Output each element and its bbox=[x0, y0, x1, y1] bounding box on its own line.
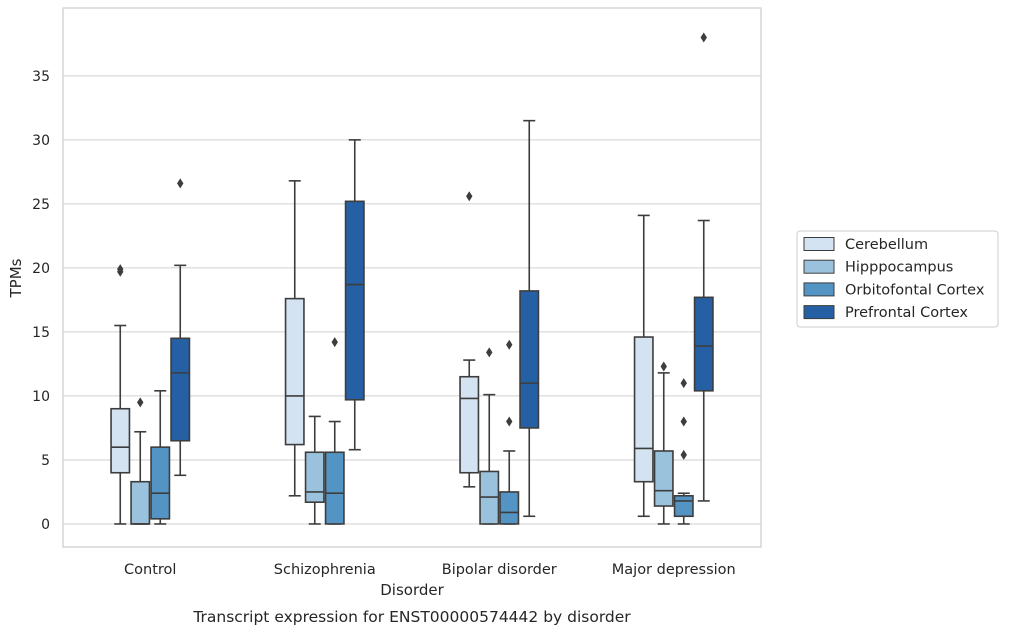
box bbox=[284, 297, 305, 446]
x-tick-label: Major depression bbox=[612, 562, 736, 578]
y-tick-labels: 0 5 10 15 20 25 30 35 bbox=[32, 69, 50, 533]
y-tick-label: 35 bbox=[32, 69, 50, 85]
box-plot bbox=[693, 32, 714, 502]
series-2 bbox=[150, 337, 694, 525]
box-plot bbox=[479, 347, 500, 525]
box bbox=[499, 491, 520, 525]
box-plot bbox=[110, 264, 131, 525]
outlier-point bbox=[680, 416, 687, 427]
box-plot bbox=[344, 139, 365, 451]
box-plot bbox=[170, 178, 191, 477]
series-0 bbox=[110, 180, 654, 525]
box-plot bbox=[519, 119, 540, 518]
box-plot bbox=[324, 337, 345, 525]
box bbox=[673, 494, 694, 518]
y-axis-label: TPMs bbox=[7, 258, 25, 298]
y-tick-label: 25 bbox=[32, 197, 50, 213]
outlier-point bbox=[700, 32, 707, 43]
box-plot bbox=[673, 378, 694, 525]
box bbox=[130, 480, 151, 525]
box bbox=[304, 451, 325, 503]
box bbox=[693, 296, 714, 392]
box-plot bbox=[633, 214, 654, 518]
x-tick-label: Bipolar disorder bbox=[442, 562, 557, 578]
box-plot bbox=[150, 390, 171, 525]
x-tick-label: Control bbox=[124, 562, 176, 578]
box bbox=[519, 290, 540, 429]
y-tick-label: 20 bbox=[32, 261, 50, 277]
outlier-point bbox=[137, 397, 144, 408]
outlier-point bbox=[466, 191, 473, 202]
outlier-point bbox=[506, 416, 513, 427]
legend-label: Cerebellum bbox=[845, 237, 928, 253]
outlier-point bbox=[486, 347, 493, 358]
y-tick-label: 30 bbox=[32, 133, 50, 149]
series-3 bbox=[170, 32, 714, 518]
y-tick-label: 5 bbox=[41, 453, 50, 469]
box bbox=[459, 375, 480, 474]
box-series bbox=[110, 32, 714, 525]
y-tick-label: 10 bbox=[32, 389, 50, 405]
outlier-point bbox=[117, 264, 124, 275]
box-plot bbox=[130, 397, 151, 525]
legend-label: Orbitofontal Cortex bbox=[845, 282, 985, 298]
legend-frame bbox=[796, 230, 999, 328]
outlier-point bbox=[177, 178, 184, 189]
box-plot bbox=[499, 339, 520, 525]
outlier-point bbox=[680, 378, 687, 389]
outlier-point bbox=[506, 339, 513, 350]
legend-swatch bbox=[803, 305, 835, 320]
legend-label: Prefrontal Cortex bbox=[845, 305, 968, 321]
box bbox=[653, 450, 674, 507]
x-tick-label: Schizophrenia bbox=[274, 562, 376, 578]
series-1 bbox=[130, 347, 674, 525]
y-tick-label: 0 bbox=[41, 517, 50, 533]
box-plot bbox=[284, 180, 305, 497]
outlier-point bbox=[680, 449, 687, 460]
outlier-point bbox=[660, 361, 667, 372]
legend-label: Hipppocampus bbox=[845, 260, 953, 276]
box bbox=[110, 407, 131, 474]
box bbox=[344, 200, 365, 401]
box-plot bbox=[459, 191, 480, 488]
legend: Cerebellum Hipppocampus Orbitofontal Corte… bbox=[796, 230, 999, 328]
legend-swatch bbox=[803, 237, 835, 251]
outlier-point bbox=[331, 337, 338, 348]
x-axis-label: Disorder bbox=[380, 581, 444, 599]
box bbox=[324, 451, 345, 525]
legend-swatch bbox=[803, 282, 835, 297]
box bbox=[150, 446, 171, 520]
chart-caption: Transcript expression for ENST0000057444… bbox=[192, 608, 631, 626]
y-tick-label: 15 bbox=[32, 325, 50, 341]
legend-swatch bbox=[803, 259, 835, 274]
box bbox=[170, 337, 191, 442]
box bbox=[633, 336, 654, 483]
x-tick-labels: Control Schizophrenia Bipolar disorder Majo… bbox=[124, 562, 736, 578]
box-plot bbox=[304, 415, 325, 525]
box-plot bbox=[653, 361, 674, 525]
